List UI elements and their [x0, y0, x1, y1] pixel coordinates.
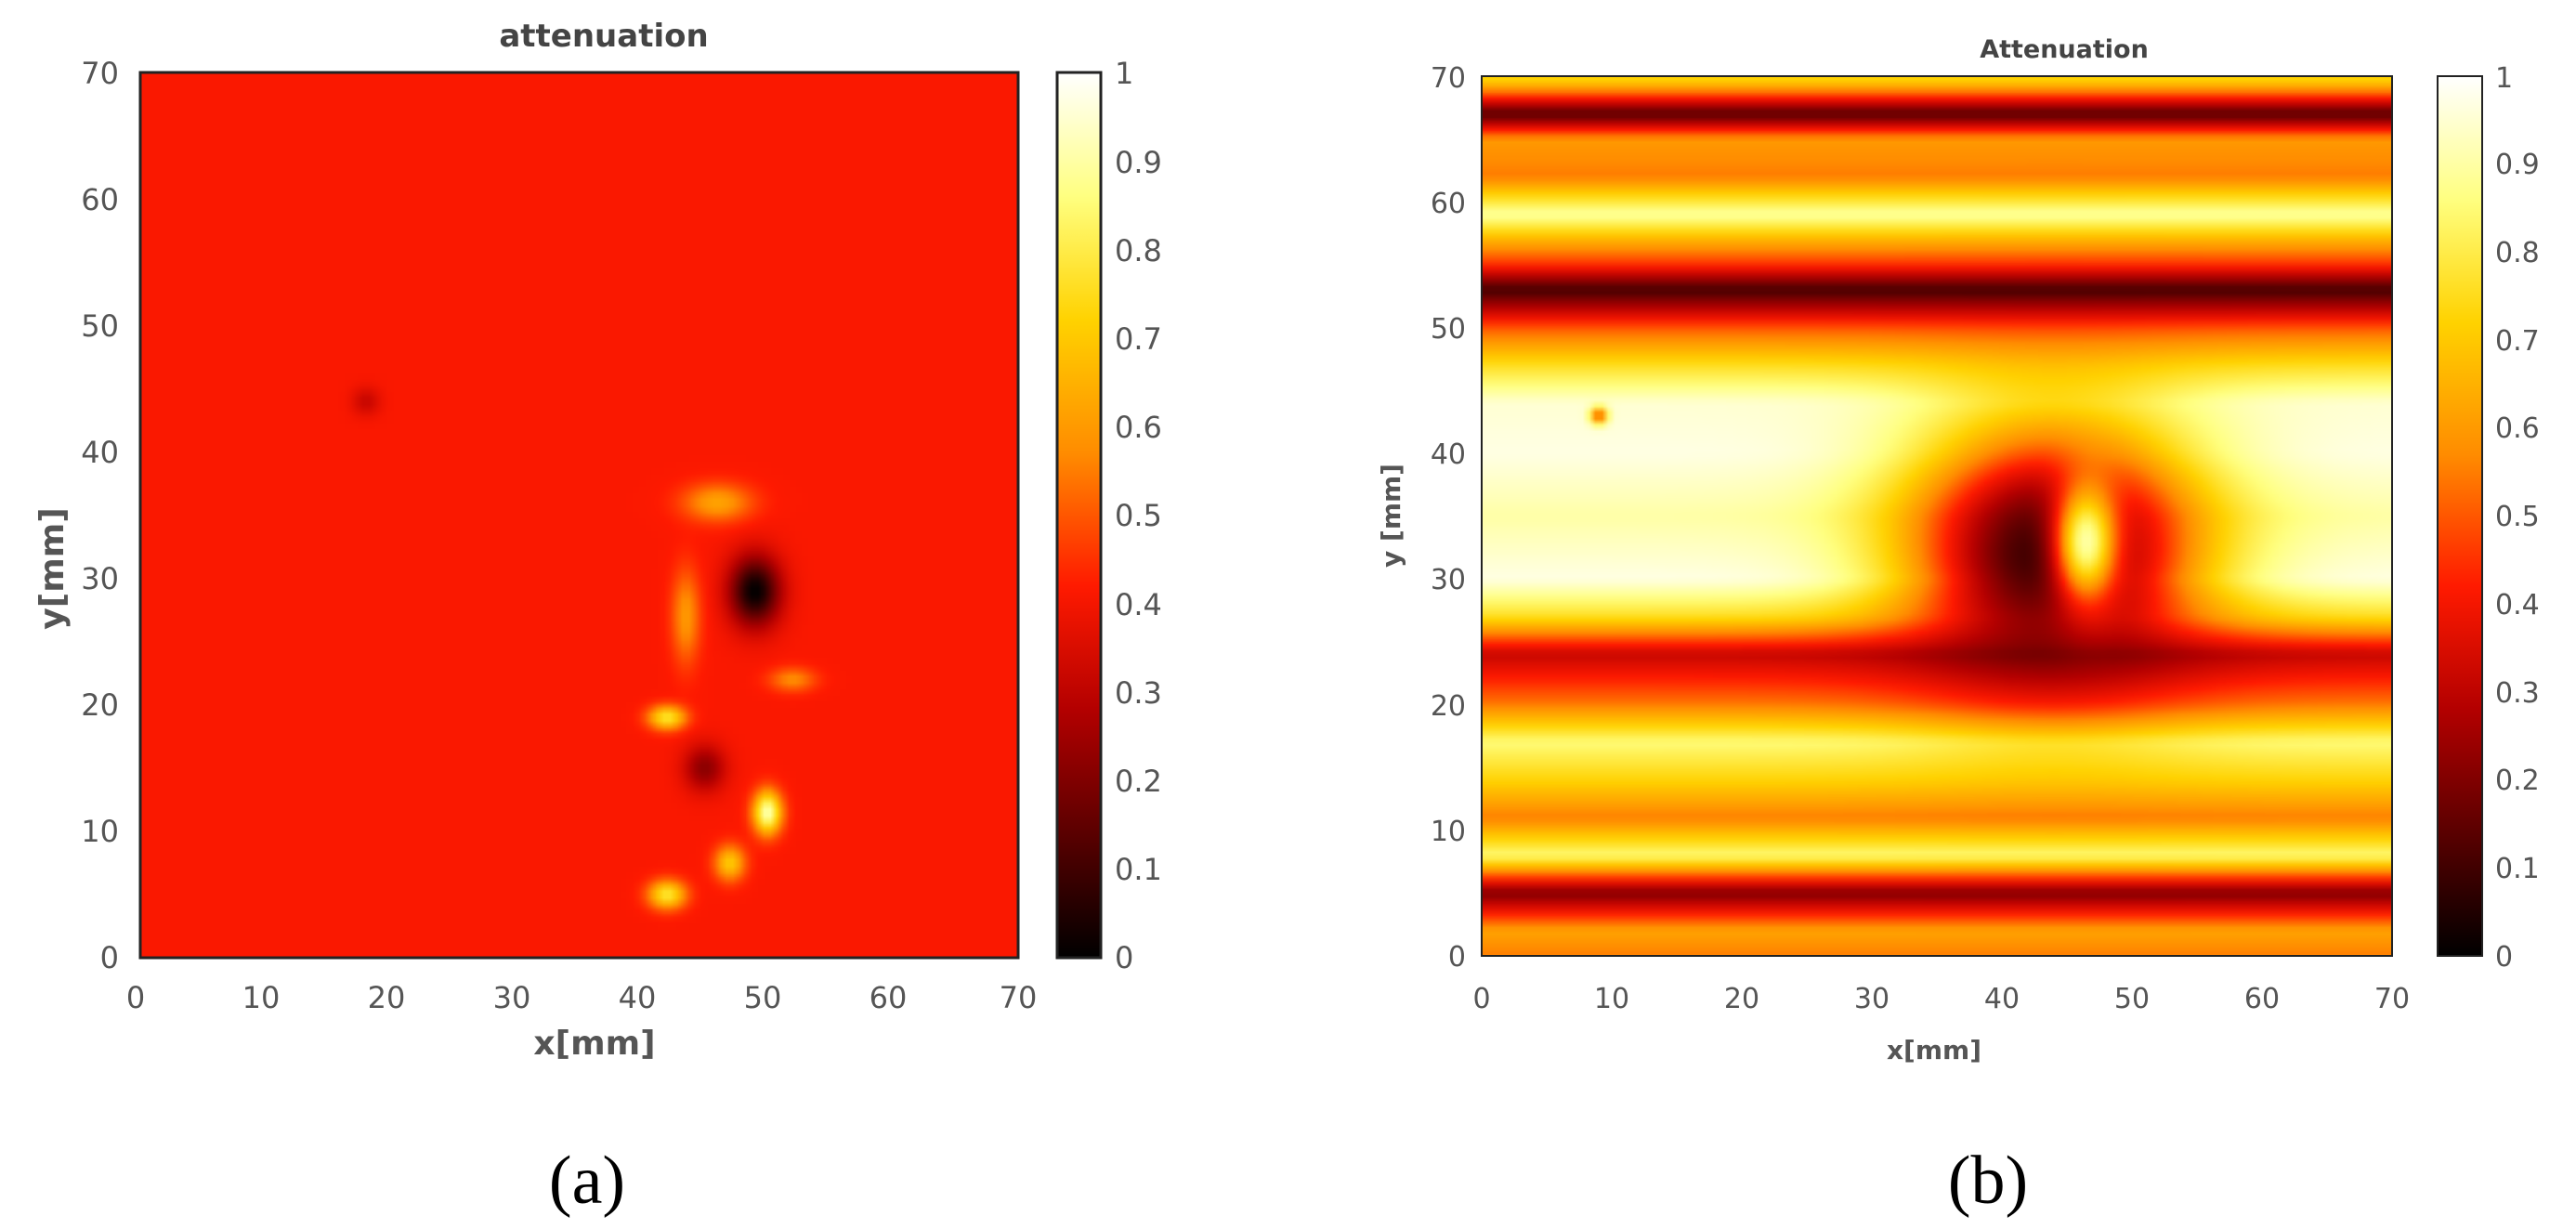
panel-a-cbar-tick: 0.6 [1115, 410, 1162, 445]
panel-b-label: (b) [1948, 1143, 2028, 1219]
panel-b-cbar-tick: 1 [2495, 62, 2513, 95]
panel-a-x-label: x[mm] [533, 1025, 655, 1063]
panel-b-plot-frame [1481, 75, 2393, 957]
panel-a-xtick: 0 [126, 980, 145, 1015]
panel-b-heatmap [1481, 75, 2393, 957]
panel-a-title: attenuation [499, 18, 708, 55]
panel-a-cbar-tick: 0.8 [1115, 233, 1162, 268]
panel-b-ytick: 20 [1431, 690, 1466, 723]
panel-a-ytick: 0 [100, 940, 119, 975]
panel-a-cbar-tick: 0.2 [1115, 764, 1162, 799]
panel-a-ytick: 40 [81, 435, 119, 470]
panel-b-xtick: 10 [1594, 983, 1629, 1015]
panel-b-xtick: 30 [1854, 983, 1890, 1015]
panel-b-colorbar-gradient [2437, 75, 2483, 957]
panel-a-ytick: 10 [81, 814, 119, 849]
panel-b-ytick: 50 [1431, 313, 1466, 346]
panel-a: attenuation 0 10 20 30 40 50 60 70 0 10 … [33, 18, 1162, 1219]
panel-b-xtick: 50 [2114, 983, 2150, 1015]
panel-a-plot-frame [138, 71, 1020, 960]
panel-b-ytick: 10 [1431, 816, 1466, 848]
panel-a-cbar-tick: 0.3 [1115, 675, 1162, 711]
panel-a-y-label: y[mm] [33, 507, 72, 629]
panel-b-y-label: y [mm] [1376, 464, 1406, 568]
panel-a-cbar-tick: 0.1 [1115, 852, 1162, 887]
panel-b-xtick: 70 [2374, 983, 2410, 1015]
panel-a-cbar-tick: 0.4 [1115, 587, 1162, 622]
panel-b-ytick: 70 [1431, 62, 1466, 95]
panel-b-y-ticks: 0 10 20 30 40 50 60 70 [1431, 62, 1466, 974]
panel-a-cbar-tick: 0.9 [1115, 145, 1162, 180]
panel-b-ytick: 30 [1431, 564, 1466, 596]
panel-b-ytick: 40 [1431, 438, 1466, 471]
panel-a-label: (a) [549, 1143, 625, 1219]
panel-b-xtick: 40 [1984, 983, 2020, 1015]
panel-a-xtick: 10 [242, 980, 281, 1015]
panel-a-xtick: 60 [870, 980, 908, 1015]
panel-b-ytick: 0 [1448, 941, 1466, 974]
panel-b-cbar-tick: 0.4 [2495, 589, 2540, 621]
panel-a-ytick: 70 [81, 56, 119, 91]
panel-a-ytick: 50 [81, 308, 119, 344]
panel-a-heatmap [138, 71, 1020, 960]
panel-a-cbar-tick: 0.5 [1115, 498, 1162, 533]
panel-a-xtick: 70 [1000, 980, 1038, 1015]
panel-a-cbar-tick: 0 [1115, 940, 1133, 975]
panel-b-cbar-tick: 0.3 [2495, 677, 2540, 710]
panel-a-heatmap-image [140, 72, 1018, 958]
panel-b-cbar-tick: 0.1 [2495, 853, 2540, 885]
panel-a-colorbar-ticks: 0 0.1 0.2 0.3 0.4 0.5 0.6 0.7 0.8 0.9 1 [1115, 56, 1162, 975]
panel-b-cbar-tick: 0.8 [2495, 237, 2540, 269]
panel-a-colorbar: 0 0.1 0.2 0.3 0.4 0.5 0.6 0.7 0.8 0.9 1 [1055, 56, 1162, 975]
panel-a-colorbar-gradient [1055, 71, 1103, 960]
panel-a-y-ticks: 0 10 20 30 40 50 60 70 [81, 56, 119, 975]
panel-b-heatmap-image [1482, 76, 2392, 956]
panel-a-ytick: 60 [81, 182, 119, 217]
panel-a-x-ticks: 0 10 20 30 40 50 60 70 [126, 980, 1038, 1015]
panel-b-cbar-tick: 0.9 [2495, 149, 2540, 181]
panel-b-x-label: x[mm] [1887, 1035, 1981, 1066]
panel-b-colorbar: 0 0.1 0.2 0.3 0.4 0.5 0.6 0.7 0.8 0.9 1 [2437, 62, 2540, 974]
panel-a-ytick: 20 [81, 687, 119, 723]
panel-b-ytick: 60 [1431, 188, 1466, 220]
panel-a-cbar-tick: 1 [1115, 56, 1133, 91]
panel-b-cbar-tick: 0.7 [2495, 325, 2540, 358]
panel-b-cbar-tick: 0.2 [2495, 765, 2540, 797]
panel-a-xtick: 40 [619, 980, 657, 1015]
panel-b-xtick: 0 [1472, 983, 1490, 1015]
panel-a-ytick: 30 [81, 561, 119, 596]
panel-a-xtick: 30 [493, 980, 531, 1015]
panel-a-xtick: 20 [368, 980, 406, 1015]
panel-b: Attenuation 0 10 20 30 40 50 60 70 0 10 … [1376, 35, 2540, 1219]
panel-a-cbar-tick: 0.7 [1115, 321, 1162, 357]
panel-b-xtick: 20 [1724, 983, 1759, 1015]
panel-a-xtick: 50 [744, 980, 782, 1015]
panel-b-colorbar-ticks: 0 0.1 0.2 0.3 0.4 0.5 0.6 0.7 0.8 0.9 1 [2495, 62, 2540, 974]
panel-b-cbar-tick: 0.5 [2495, 501, 2540, 533]
panel-b-cbar-tick: 0.6 [2495, 412, 2540, 445]
panel-b-title: Attenuation [1980, 35, 2149, 64]
panel-b-cbar-tick: 0 [2495, 941, 2513, 974]
panel-b-x-ticks: 0 10 20 30 40 50 60 70 [1472, 983, 2410, 1015]
panel-b-xtick: 60 [2244, 983, 2280, 1015]
